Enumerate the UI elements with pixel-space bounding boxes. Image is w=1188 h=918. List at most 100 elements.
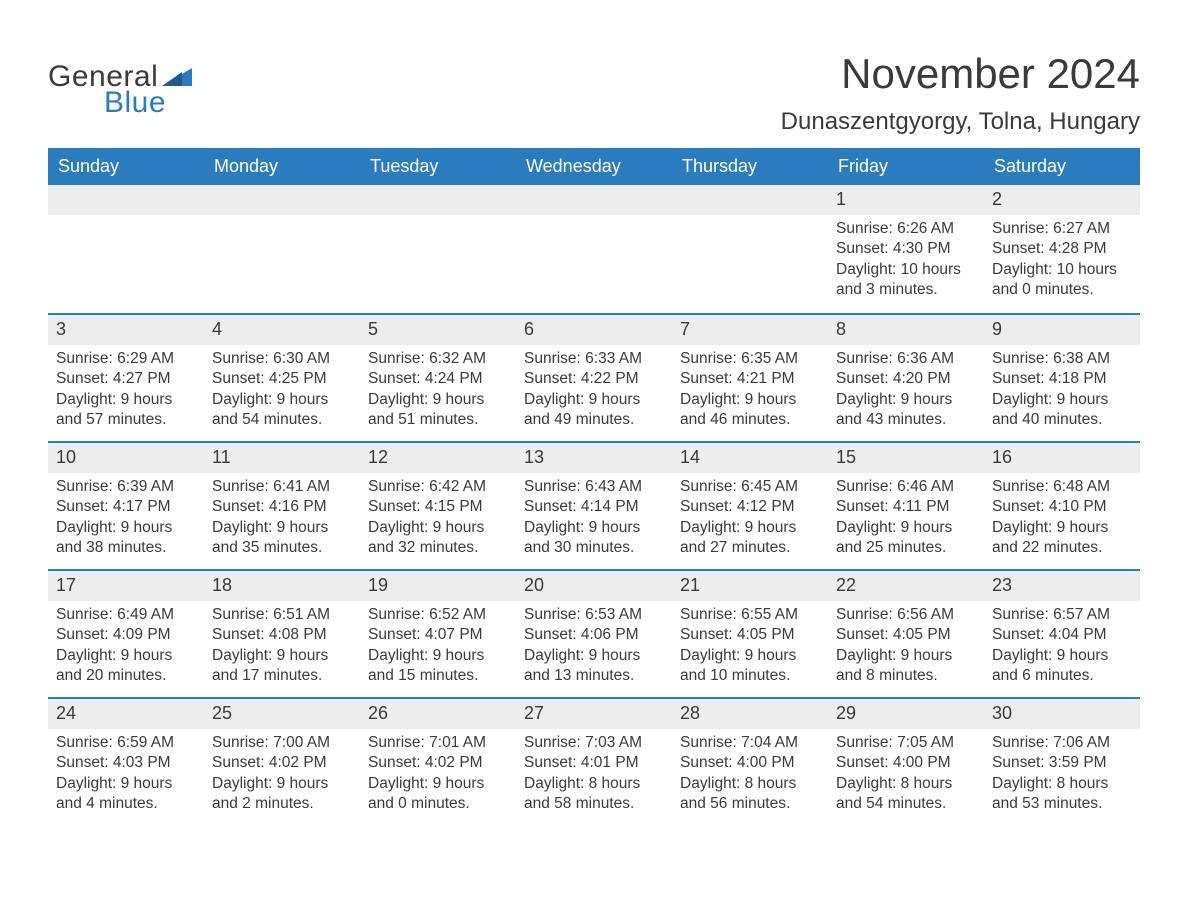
day-header: Sunday bbox=[48, 148, 204, 185]
daylight-line: Daylight: 9 hours and 57 minutes. bbox=[56, 390, 196, 431]
calendar-day: 11Sunrise: 6:41 AMSunset: 4:16 PMDayligh… bbox=[204, 443, 360, 569]
daylight-line: Daylight: 9 hours and 32 minutes. bbox=[368, 518, 508, 559]
day-number: 24 bbox=[48, 699, 204, 729]
daylight-line: Daylight: 10 hours and 0 minutes. bbox=[992, 260, 1132, 301]
daylight-line: Daylight: 9 hours and 0 minutes. bbox=[368, 774, 508, 815]
daylight-line: Daylight: 9 hours and 4 minutes. bbox=[56, 774, 196, 815]
day-details: Sunrise: 6:51 AMSunset: 4:08 PMDaylight:… bbox=[204, 601, 360, 697]
day-details: Sunrise: 7:04 AMSunset: 4:00 PMDaylight:… bbox=[672, 729, 828, 825]
sunrise-line: Sunrise: 6:46 AM bbox=[836, 477, 976, 497]
calendar-day-empty bbox=[48, 185, 204, 313]
sunrise-line: Sunrise: 7:03 AM bbox=[524, 733, 664, 753]
sunset-line: Sunset: 4:22 PM bbox=[524, 369, 664, 389]
sunrise-line: Sunrise: 6:41 AM bbox=[212, 477, 352, 497]
sunset-line: Sunset: 4:00 PM bbox=[680, 753, 820, 773]
calendar-day: 23Sunrise: 6:57 AMSunset: 4:04 PMDayligh… bbox=[984, 571, 1140, 697]
sunrise-line: Sunrise: 6:26 AM bbox=[836, 219, 976, 239]
calendar-day: 7Sunrise: 6:35 AMSunset: 4:21 PMDaylight… bbox=[672, 315, 828, 441]
day-details: Sunrise: 6:56 AMSunset: 4:05 PMDaylight:… bbox=[828, 601, 984, 697]
day-number: 17 bbox=[48, 571, 204, 601]
day-details: Sunrise: 6:42 AMSunset: 4:15 PMDaylight:… bbox=[360, 473, 516, 569]
month-title: November 2024 bbox=[781, 50, 1140, 98]
calendar-week: 3Sunrise: 6:29 AMSunset: 4:27 PMDaylight… bbox=[48, 313, 1140, 441]
day-details: Sunrise: 6:38 AMSunset: 4:18 PMDaylight:… bbox=[984, 345, 1140, 441]
day-details: Sunrise: 7:00 AMSunset: 4:02 PMDaylight:… bbox=[204, 729, 360, 825]
day-number: 20 bbox=[516, 571, 672, 601]
calendar-day: 10Sunrise: 6:39 AMSunset: 4:17 PMDayligh… bbox=[48, 443, 204, 569]
day-number: 15 bbox=[828, 443, 984, 473]
sunrise-line: Sunrise: 7:04 AM bbox=[680, 733, 820, 753]
day-number: 4 bbox=[204, 315, 360, 345]
day-number: 23 bbox=[984, 571, 1140, 601]
daylight-line: Daylight: 9 hours and 20 minutes. bbox=[56, 646, 196, 687]
daylight-line: Daylight: 9 hours and 10 minutes. bbox=[680, 646, 820, 687]
sunset-line: Sunset: 4:00 PM bbox=[836, 753, 976, 773]
calendar-day: 18Sunrise: 6:51 AMSunset: 4:08 PMDayligh… bbox=[204, 571, 360, 697]
day-number: 22 bbox=[828, 571, 984, 601]
day-details: Sunrise: 7:01 AMSunset: 4:02 PMDaylight:… bbox=[360, 729, 516, 825]
day-number bbox=[360, 185, 516, 215]
sunrise-line: Sunrise: 6:29 AM bbox=[56, 349, 196, 369]
day-details: Sunrise: 6:52 AMSunset: 4:07 PMDaylight:… bbox=[360, 601, 516, 697]
sunrise-line: Sunrise: 6:48 AM bbox=[992, 477, 1132, 497]
calendar-day: 30Sunrise: 7:06 AMSunset: 3:59 PMDayligh… bbox=[984, 699, 1140, 825]
day-number: 7 bbox=[672, 315, 828, 345]
day-number: 12 bbox=[360, 443, 516, 473]
day-details: Sunrise: 6:57 AMSunset: 4:04 PMDaylight:… bbox=[984, 601, 1140, 697]
daylight-line: Daylight: 9 hours and 46 minutes. bbox=[680, 390, 820, 431]
daylight-line: Daylight: 8 hours and 58 minutes. bbox=[524, 774, 664, 815]
calendar-day: 13Sunrise: 6:43 AMSunset: 4:14 PMDayligh… bbox=[516, 443, 672, 569]
sunset-line: Sunset: 4:05 PM bbox=[836, 625, 976, 645]
daylight-line: Daylight: 9 hours and 49 minutes. bbox=[524, 390, 664, 431]
day-details: Sunrise: 6:48 AMSunset: 4:10 PMDaylight:… bbox=[984, 473, 1140, 569]
calendar-day: 25Sunrise: 7:00 AMSunset: 4:02 PMDayligh… bbox=[204, 699, 360, 825]
calendar-day-empty bbox=[672, 185, 828, 313]
sunset-line: Sunset: 4:10 PM bbox=[992, 497, 1132, 517]
sunrise-line: Sunrise: 6:51 AM bbox=[212, 605, 352, 625]
daylight-line: Daylight: 9 hours and 15 minutes. bbox=[368, 646, 508, 687]
sunset-line: Sunset: 3:59 PM bbox=[992, 753, 1132, 773]
weeks-container: 1 Sunrise: 6:26 AMSunset: 4:30 PM Daylight… bbox=[48, 185, 1140, 825]
sunset-line: Sunset: 4:02 PM bbox=[368, 753, 508, 773]
calendar-day: 8Sunrise: 6:36 AMSunset: 4:20 PMDaylight… bbox=[828, 315, 984, 441]
day-number: 1 bbox=[828, 185, 984, 215]
day-number bbox=[204, 185, 360, 215]
calendar-day: 12Sunrise: 6:42 AMSunset: 4:15 PMDayligh… bbox=[360, 443, 516, 569]
daylight-line: Daylight: 9 hours and 27 minutes. bbox=[680, 518, 820, 559]
title-block: November 2024 Dunaszentgyorgy, Tolna, Hu… bbox=[781, 50, 1140, 136]
daylight-line: Daylight: 9 hours and 51 minutes. bbox=[368, 390, 508, 431]
sunrise-line: Sunrise: 6:42 AM bbox=[368, 477, 508, 497]
sunset-line: Sunset: 4:04 PM bbox=[992, 625, 1132, 645]
calendar-day: 4Sunrise: 6:30 AMSunset: 4:25 PMDaylight… bbox=[204, 315, 360, 441]
calendar-day: 5Sunrise: 6:32 AMSunset: 4:24 PMDaylight… bbox=[360, 315, 516, 441]
day-details: Sunrise: 7:06 AMSunset: 3:59 PMDaylight:… bbox=[984, 729, 1140, 825]
calendar-day: 9Sunrise: 6:38 AMSunset: 4:18 PMDaylight… bbox=[984, 315, 1140, 441]
day-number: 21 bbox=[672, 571, 828, 601]
calendar-day: 29Sunrise: 7:05 AMSunset: 4:00 PMDayligh… bbox=[828, 699, 984, 825]
calendar-day: 28Sunrise: 7:04 AMSunset: 4:00 PMDayligh… bbox=[672, 699, 828, 825]
sunset-line: Sunset: 4:05 PM bbox=[680, 625, 820, 645]
day-details: Sunrise: 6:59 AMSunset: 4:03 PMDaylight:… bbox=[48, 729, 204, 825]
day-header: Monday bbox=[204, 148, 360, 185]
calendar-week: 10Sunrise: 6:39 AMSunset: 4:17 PMDayligh… bbox=[48, 441, 1140, 569]
day-details: Sunrise: 7:03 AMSunset: 4:01 PMDaylight:… bbox=[516, 729, 672, 825]
calendar-day: 20Sunrise: 6:53 AMSunset: 4:06 PMDayligh… bbox=[516, 571, 672, 697]
day-header: Thursday bbox=[672, 148, 828, 185]
daylight-line: Daylight: 9 hours and 22 minutes. bbox=[992, 518, 1132, 559]
calendar-day: 2Sunrise: 6:27 AMSunset: 4:28 PMDaylight… bbox=[984, 185, 1140, 313]
day-details: Sunrise: 7:05 AMSunset: 4:00 PMDaylight:… bbox=[828, 729, 984, 825]
day-number: 28 bbox=[672, 699, 828, 729]
sunset-line: Sunset: 4:02 PM bbox=[212, 753, 352, 773]
sunset-line: Sunset: 4:25 PM bbox=[212, 369, 352, 389]
sunrise-line: Sunrise: 7:00 AM bbox=[212, 733, 352, 753]
day-details: Sunrise: 6:32 AMSunset: 4:24 PMDaylight:… bbox=[360, 345, 516, 441]
sunset-line: Sunset: 4:17 PM bbox=[56, 497, 196, 517]
calendar: SundayMondayTuesdayWednesdayThursdayFrid… bbox=[48, 148, 1140, 825]
sunset-line: Sunset: 4:30 PM bbox=[836, 239, 976, 259]
daylight-line: Daylight: 8 hours and 56 minutes. bbox=[680, 774, 820, 815]
day-details: Sunrise: 6:36 AMSunset: 4:20 PMDaylight:… bbox=[828, 345, 984, 441]
sunrise-line: Sunrise: 6:27 AM bbox=[992, 219, 1132, 239]
sunset-line: Sunset: 4:18 PM bbox=[992, 369, 1132, 389]
day-number: 25 bbox=[204, 699, 360, 729]
sunrise-line: Sunrise: 6:30 AM bbox=[212, 349, 352, 369]
